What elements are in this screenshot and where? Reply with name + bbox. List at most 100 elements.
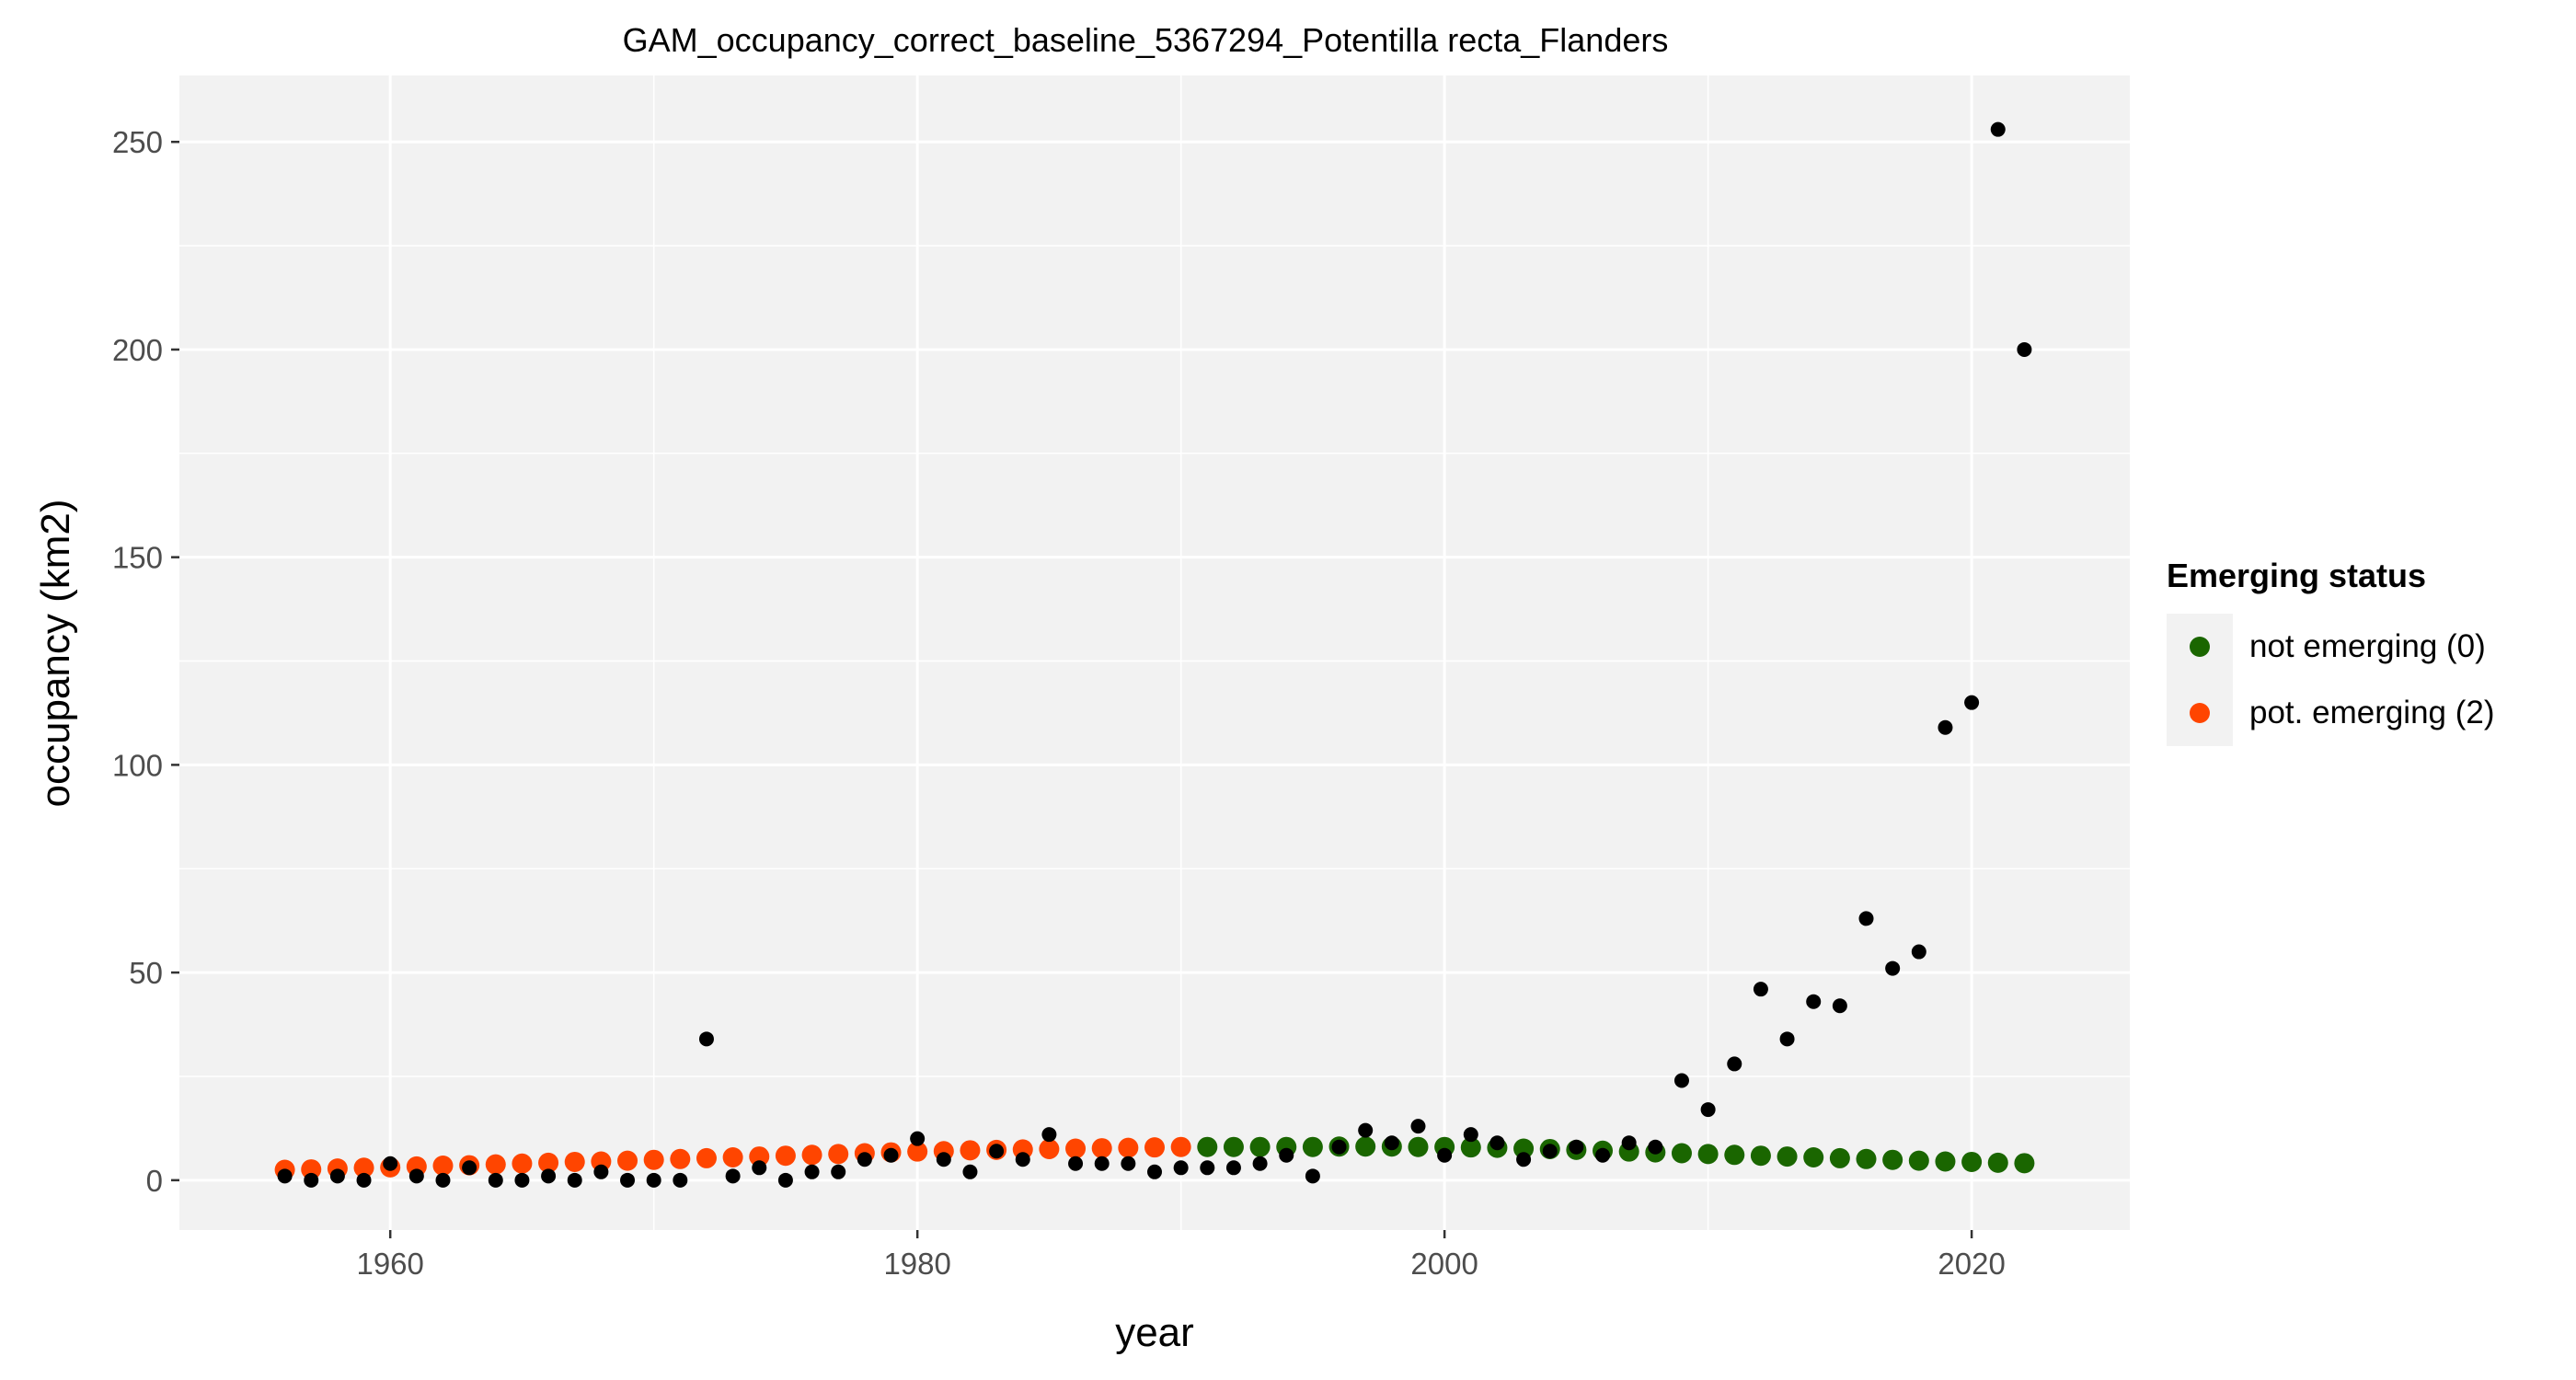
observed-point: [1279, 1147, 1294, 1163]
fitted-point-not-emerging: [1302, 1136, 1323, 1157]
fitted-point-pot-emerging: [960, 1140, 981, 1161]
legend-item-not-emerging: not emerging (0): [2167, 614, 2495, 680]
observed-point: [698, 1031, 714, 1047]
y-tick-label: 150: [112, 541, 163, 575]
x-axis-title: year: [1115, 1310, 1194, 1355]
fitted-point-not-emerging: [1223, 1136, 1244, 1157]
y-tick-label: 100: [112, 748, 163, 782]
observed-point: [1225, 1160, 1241, 1176]
fitted-point-pot-emerging: [1065, 1138, 1087, 1159]
fitted-point-pot-emerging: [538, 1152, 559, 1173]
observed-point: [804, 1164, 820, 1179]
fitted-point-not-emerging: [1987, 1152, 2008, 1173]
fitted-point-pot-emerging: [643, 1149, 664, 1170]
observed-point: [567, 1172, 582, 1188]
fitted-point-not-emerging: [1460, 1137, 1481, 1158]
fitted-point-pot-emerging: [828, 1144, 849, 1165]
observed-point: [989, 1144, 1005, 1159]
observed-point: [910, 1131, 926, 1146]
fitted-point-not-emerging: [1882, 1149, 1903, 1170]
fitted-point-pot-emerging: [1144, 1137, 1165, 1158]
observed-point: [593, 1164, 609, 1179]
observed-point: [1673, 1073, 1689, 1088]
x-tick-label: 1960: [356, 1247, 423, 1281]
observed-point: [1621, 1135, 1637, 1151]
observed-point: [1463, 1127, 1478, 1143]
observed-point: [304, 1172, 319, 1188]
fitted-point-pot-emerging: [775, 1145, 796, 1167]
legend-label: not emerging (0): [2249, 628, 2486, 664]
observed-point: [462, 1160, 477, 1176]
fitted-point-pot-emerging: [801, 1144, 822, 1166]
observed-point: [1015, 1152, 1030, 1167]
observed-point: [1964, 695, 1980, 710]
observed-point: [541, 1168, 557, 1184]
observed-point: [1516, 1152, 1532, 1167]
observed-point: [1990, 121, 2006, 137]
observed-point: [1410, 1119, 1426, 1134]
observed-point: [408, 1168, 424, 1184]
observed-point: [1569, 1139, 1584, 1155]
observed-point: [1858, 911, 1874, 926]
observed-point: [1437, 1147, 1453, 1163]
observed-point: [1200, 1160, 1215, 1176]
fitted-point-not-emerging: [1355, 1136, 1376, 1157]
grid-lines: [179, 75, 2130, 1230]
observed-point: [1094, 1156, 1110, 1171]
observed-point: [1331, 1139, 1347, 1155]
observed-point: [1252, 1156, 1268, 1171]
observed-point: [2017, 341, 2032, 357]
observed-point: [1542, 1144, 1558, 1159]
fitted-point-not-emerging: [1750, 1145, 1771, 1167]
fitted-point-not-emerging: [1908, 1150, 1929, 1171]
fitted-point-not-emerging: [1197, 1136, 1218, 1157]
observed-point: [1068, 1156, 1084, 1171]
fitted-point-not-emerging: [2014, 1153, 2035, 1174]
y-tick-label: 200: [112, 333, 163, 367]
observed-point: [831, 1164, 846, 1179]
observed-point: [883, 1147, 899, 1163]
fitted-point-pot-emerging: [749, 1146, 770, 1167]
fitted-point-not-emerging: [1829, 1147, 1850, 1168]
fitted-point-not-emerging: [1408, 1136, 1429, 1157]
fitted-point-pot-emerging: [696, 1147, 717, 1168]
x-tick-label: 1980: [883, 1247, 950, 1281]
fitted-point-not-emerging: [1961, 1151, 1983, 1172]
axes: 1960 1980 2000 2020 0 50 100 150 200 250: [112, 125, 2006, 1281]
observed-point: [752, 1160, 767, 1176]
fitted-point-pot-emerging: [1118, 1137, 1139, 1158]
fitted-point-pot-emerging: [512, 1153, 533, 1174]
observed-point: [1832, 998, 1847, 1014]
observed-point: [1305, 1168, 1320, 1184]
y-tick-label: 50: [129, 956, 163, 990]
fitted-point-pot-emerging: [564, 1151, 585, 1172]
fitted-point-not-emerging: [1935, 1151, 1956, 1172]
fitted-point-pot-emerging: [1039, 1138, 1060, 1159]
fitted-point-pot-emerging: [432, 1156, 454, 1177]
observed-point: [514, 1172, 530, 1188]
legend: Emerging status not emerging (0) pot. em…: [2167, 557, 2495, 746]
observed-point: [1727, 1056, 1742, 1072]
observed-point: [777, 1172, 793, 1188]
legend-item-pot-emerging: pot. emerging (2): [2167, 680, 2495, 746]
fitted-point-pot-emerging: [1091, 1138, 1112, 1159]
fitted-point-pot-emerging: [907, 1141, 928, 1162]
observed-point: [936, 1152, 951, 1167]
observed-point: [1648, 1139, 1663, 1155]
fitted-point-not-emerging: [1803, 1146, 1824, 1167]
fitted-point-pot-emerging: [353, 1157, 374, 1179]
fitted-point-pot-emerging: [1170, 1136, 1191, 1157]
observed-point: [857, 1152, 872, 1167]
observed-point: [1911, 944, 1926, 960]
fitted-point-pot-emerging: [722, 1146, 743, 1167]
fitted-point-not-emerging: [1777, 1146, 1798, 1167]
legend-title: Emerging status: [2167, 557, 2427, 594]
fitted-point-pot-emerging: [301, 1159, 322, 1180]
legend-dot-icon: [2190, 637, 2210, 657]
observed-point: [1384, 1135, 1399, 1151]
observed-point: [646, 1172, 661, 1188]
observed-point: [1700, 1102, 1716, 1118]
x-tick-label: 2000: [1410, 1247, 1478, 1281]
observed-point: [1595, 1147, 1611, 1163]
